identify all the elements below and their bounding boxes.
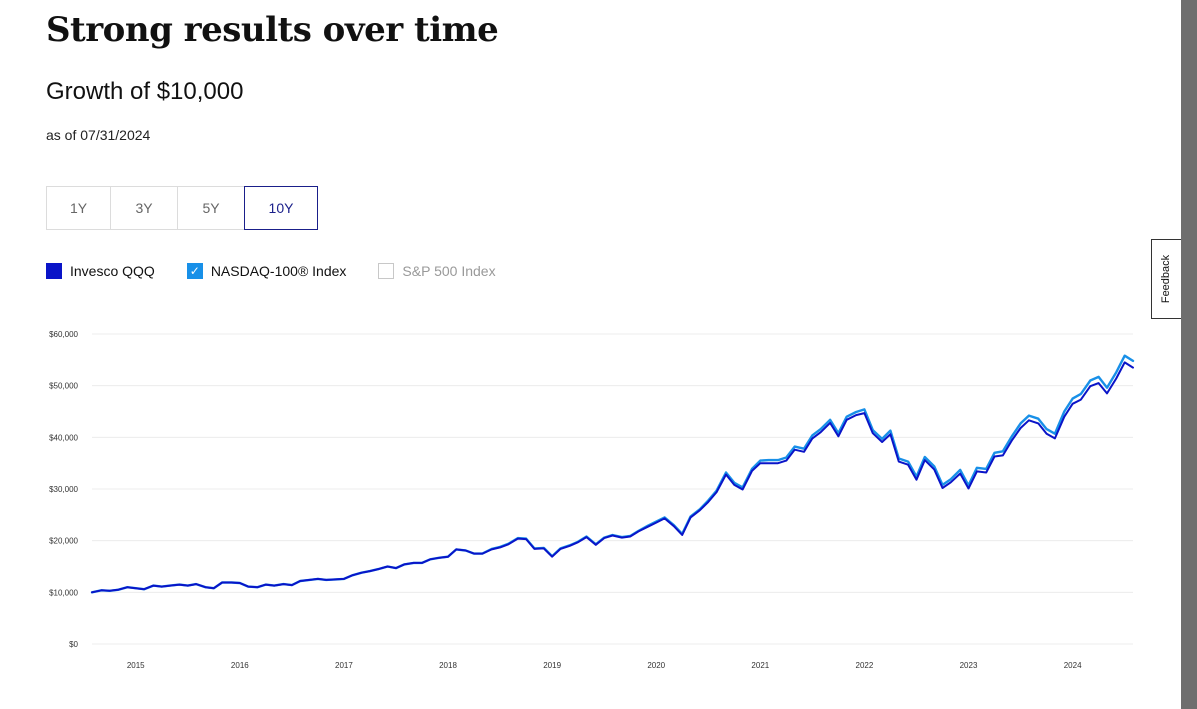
- y-tick-label: $0: [69, 640, 78, 649]
- period-tabs: 1Y 3Y 5Y 10Y: [46, 186, 318, 230]
- x-tick-label: 2023: [960, 661, 978, 670]
- legend-item-sp500[interactable]: S&P 500 Index: [378, 263, 496, 279]
- tab-3y[interactable]: 3Y: [110, 186, 178, 230]
- feedback-label: Feedback: [1160, 254, 1173, 304]
- growth-line-chart: $0 $10,000 $20,000 $30,000 $40,000 $50,000 $60…: [49, 330, 1135, 670]
- y-tick-label: $30,000: [49, 485, 78, 494]
- chart-title: Growth of $10,000: [46, 78, 244, 105]
- x-tick-label: 2018: [439, 661, 457, 670]
- legend-label: S&P 500 Index: [402, 263, 496, 279]
- section-title: Strong results over time: [46, 10, 499, 50]
- legend-item-nasdaq-100[interactable]: ✓ NASDAQ-100® Index: [186, 263, 347, 279]
- x-tick-label: 2016: [231, 661, 249, 670]
- x-tick-label: 2021: [751, 661, 769, 670]
- y-tick-label: $50,000: [49, 382, 78, 391]
- tab-10y[interactable]: 10Y: [244, 186, 318, 230]
- y-tick-label: $20,000: [49, 537, 78, 546]
- legend-label: Invesco QQQ: [70, 263, 155, 279]
- y-tick-label: $60,000: [49, 330, 78, 339]
- checkbox-empty-icon: [378, 263, 395, 279]
- series-line-nasdaq-100: [90, 354, 1135, 594]
- y-tick-label: $10,000: [49, 588, 78, 597]
- checkbox-checked-icon: ✓: [186, 263, 203, 279]
- tab-1y[interactable]: 1Y: [46, 186, 111, 230]
- legend-label: NASDAQ-100® Index: [210, 263, 347, 279]
- x-tick-label: 2022: [856, 661, 874, 670]
- as-of-date: as of 07/31/2024: [46, 127, 151, 143]
- chart-legend: Invesco QQQ ✓ NASDAQ-100® Index S&P 500 …: [46, 263, 528, 279]
- filled-square-icon: [46, 263, 62, 279]
- x-tick-label: 2019: [543, 661, 561, 670]
- feedback-tab[interactable]: Feedback: [1151, 239, 1181, 319]
- y-tick-label: $40,000: [49, 433, 78, 442]
- series-line-invesco-qqq: [91, 361, 1134, 594]
- x-tick-label: 2017: [335, 661, 353, 670]
- tab-5y[interactable]: 5Y: [177, 186, 245, 230]
- legend-item-invesco-qqq[interactable]: Invesco QQQ: [46, 263, 155, 279]
- x-tick-label: 2020: [647, 661, 665, 670]
- x-tick-label: 2015: [127, 661, 145, 670]
- x-tick-label: 2024: [1064, 661, 1082, 670]
- scrollbar[interactable]: [1181, 0, 1197, 709]
